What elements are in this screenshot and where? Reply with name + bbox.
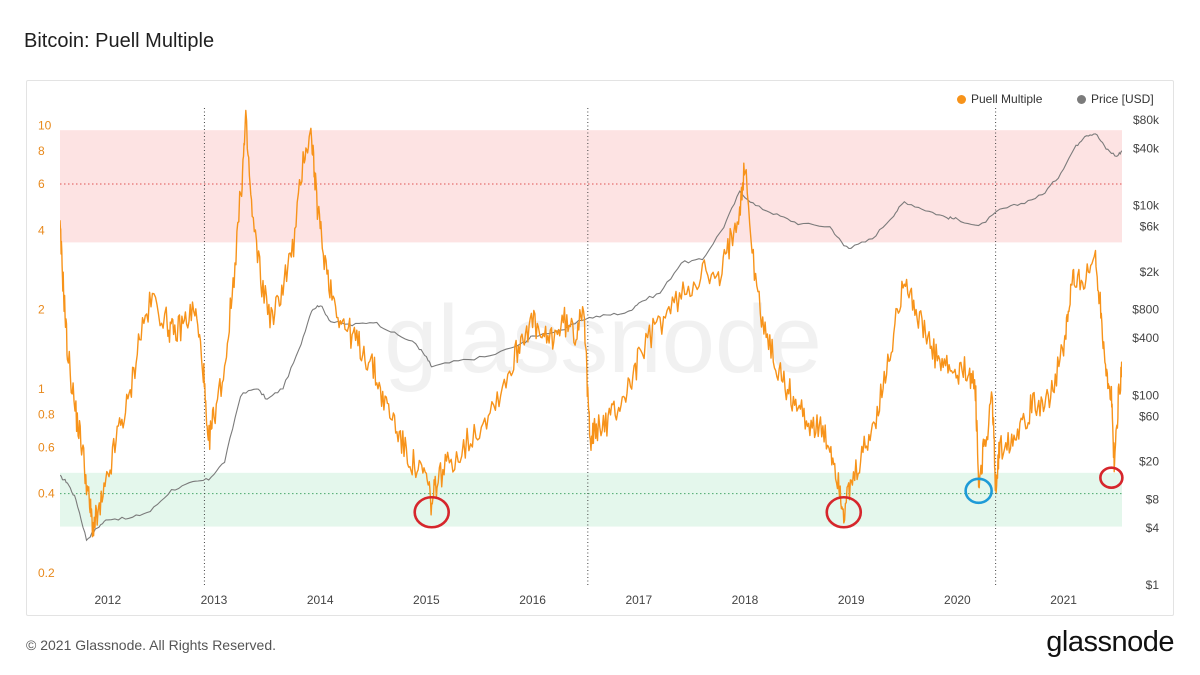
legend-price-usd[interactable]: Price [USD]	[1077, 92, 1154, 106]
y-right-tick-label: $2k	[1140, 265, 1160, 279]
x-tick-label: 2021	[1050, 593, 1077, 607]
x-tick-label: 2012	[94, 593, 121, 607]
y-left-tick-label: 0.8	[38, 407, 55, 421]
y-left-tick-label: 10	[38, 119, 52, 133]
legend-puell-multiple[interactable]: Puell Multiple	[957, 92, 1042, 106]
y-right-tick-label: $4	[1146, 521, 1160, 535]
x-tick-label: 2014	[307, 593, 334, 607]
watermark: glassnode	[384, 286, 822, 393]
copyright-text: © 2021 Glassnode. All Rights Reserved.	[26, 637, 277, 653]
legend-puell-label: Puell Multiple	[971, 92, 1043, 106]
y-left-tick-label: 8	[38, 144, 45, 158]
y-left-tick-label: 6	[38, 177, 45, 191]
y-right-tick-label: $6k	[1140, 220, 1160, 234]
annotation-circle-red-2	[825, 495, 863, 529]
series-line-puell-multiple	[60, 109, 1122, 538]
page-title: Bitcoin: Puell Multiple	[24, 30, 215, 52]
x-tick-label: 2013	[201, 593, 228, 607]
y-right-tick-label: $80k	[1133, 113, 1160, 127]
x-tick-label: 2015	[413, 593, 440, 607]
y-left-tick-label: 0.2	[38, 566, 55, 580]
brand-logo: glassnode	[1046, 626, 1174, 658]
x-tick-label: 2019	[838, 593, 865, 607]
annotation-circle-red-1	[413, 495, 451, 529]
x-tick-label: 2016	[519, 593, 546, 607]
legend-price-label: Price [USD]	[1091, 92, 1154, 106]
y-right-tick-label: $40k	[1133, 142, 1160, 156]
y-right-tick-label: $400	[1132, 331, 1159, 345]
series-line-price-usd	[60, 133, 1122, 542]
x-tick-label: 2020	[944, 593, 971, 607]
y-left-tick-label: 1	[38, 382, 45, 396]
legend-price-dot	[1077, 94, 1086, 104]
legend-puell-dot	[957, 94, 966, 104]
x-tick-label: 2018	[732, 593, 759, 607]
y-right-tick-label: $60	[1139, 409, 1159, 423]
y-left-tick-label: 2	[38, 303, 45, 317]
y-right-tick-label: $100	[1132, 388, 1159, 402]
y-right-tick-label: $10k	[1133, 199, 1160, 213]
y-left-tick-label: 4	[38, 223, 45, 237]
band-high	[60, 130, 1122, 243]
y-left-tick-label: 0.4	[38, 487, 55, 501]
band-low	[60, 472, 1122, 527]
y-right-tick-label: $8	[1146, 492, 1160, 506]
y-right-tick-label: $800	[1132, 303, 1159, 317]
annotation-circle-blue-3	[964, 477, 993, 505]
y-right-tick-label: $1	[1146, 578, 1160, 592]
y-left-tick-label: 0.6	[38, 440, 55, 454]
annotation-circle-red-4	[1099, 466, 1124, 489]
y-right-tick-label: $20	[1139, 455, 1159, 469]
x-tick-label: 2017	[625, 593, 652, 607]
